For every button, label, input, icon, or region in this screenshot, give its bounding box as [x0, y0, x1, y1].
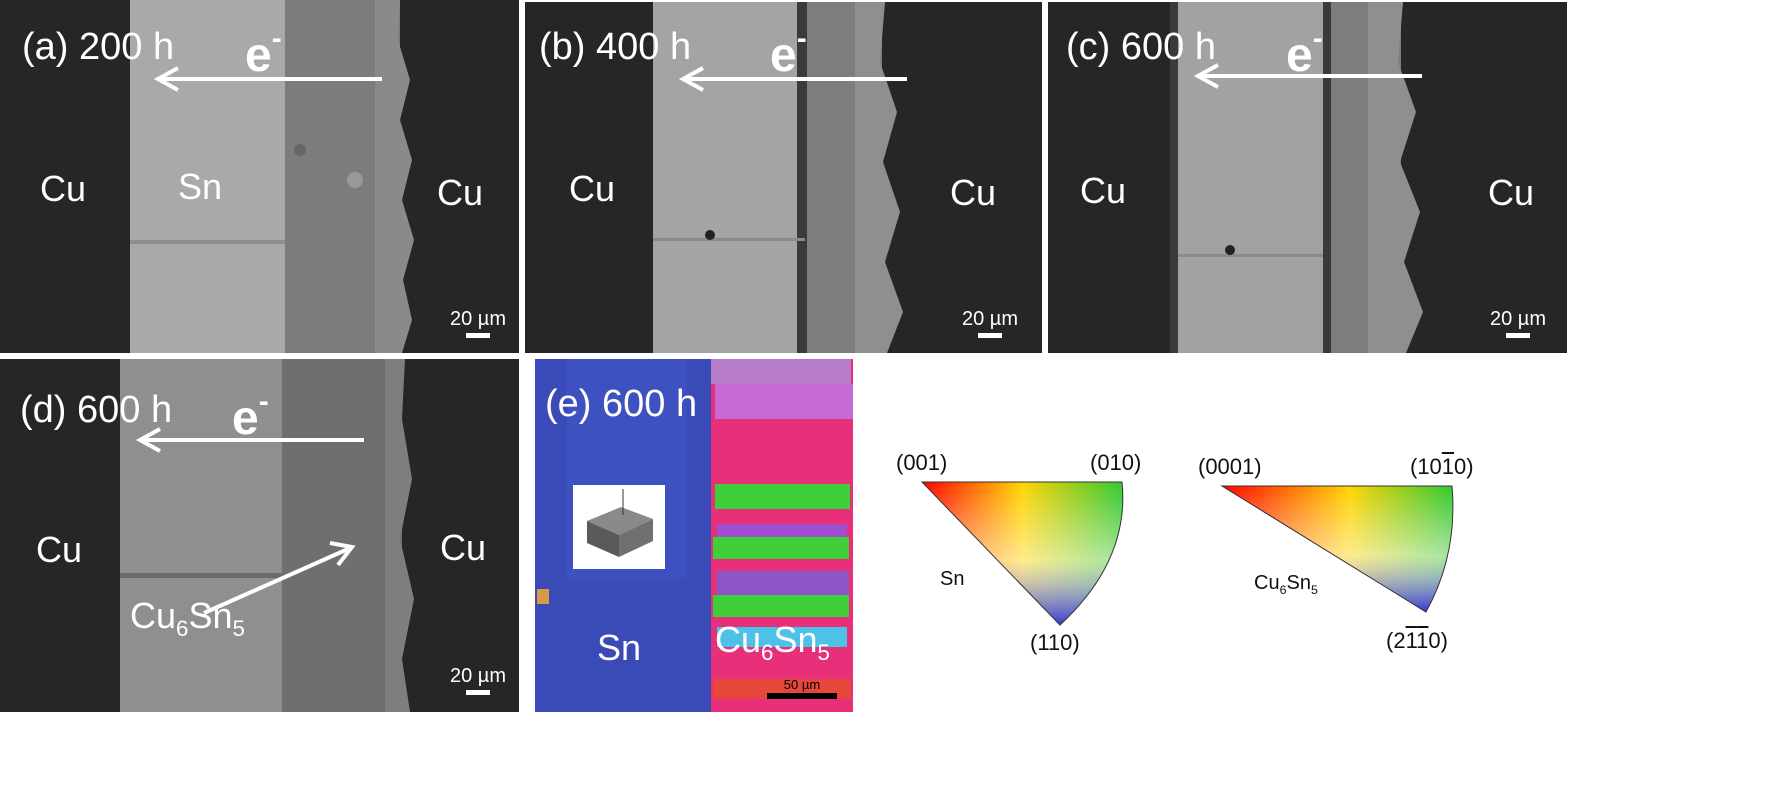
micrograph-a [0, 0, 519, 353]
ipf-triangle-sn [920, 481, 1124, 626]
electron-flow-arrow [678, 66, 907, 92]
label-cu-left: Cu [40, 168, 87, 209]
panel-title: (b) 400 h [539, 26, 692, 68]
panel-b: (b) 400 h e- Cu Cu 20 µm [525, 2, 1042, 353]
electron-flow-arrow [153, 66, 382, 92]
scale-bar: 20 µm [448, 665, 508, 695]
panel-title: (d) 600 h [20, 389, 173, 431]
ipf-sn-010: (010) [1090, 450, 1142, 475]
electron-label: e- [770, 22, 807, 82]
label-cu-right: Cu [437, 172, 484, 213]
ipf-legend-cu6sn5: (0001) (1010) (2110) Cu6Sn5 [1190, 440, 1510, 670]
scale-bar: 50 µm [767, 677, 837, 699]
ipf-sn-110: (110) [1030, 630, 1080, 655]
label-cu-left: Cu [569, 168, 616, 209]
panel-title: (e) 600 h [545, 383, 698, 425]
ipf-legend-sn: (001) (010) (110) Sn [890, 440, 1170, 670]
micrograph-d [0, 359, 519, 712]
panel-title: (a) 200 h [22, 26, 175, 68]
ipf-cu-10-10: (1010) [1410, 454, 1474, 479]
panel-a: (a) 200 h e- Cu Sn Cu 20 µm [0, 0, 519, 353]
label-sn: Sn [597, 627, 642, 668]
panel-d: (d) 600 h e- Cu Cu Cu6Sn5 20 µm [0, 359, 519, 712]
label-cu-right: Cu [950, 172, 997, 213]
panel-c: (c) 600 h e- Cu Cu 20 µm [1048, 2, 1567, 353]
crystal-orientation-inset [573, 485, 665, 569]
panel-title: (c) 600 h [1066, 26, 1216, 68]
label-sn: Sn [178, 166, 223, 207]
electron-flow-arrow [135, 427, 364, 453]
panel-e: (e) 600 h Sn Cu6Sn5 50 µm [527, 359, 860, 712]
label-cu6sn5: Cu6Sn5 [130, 595, 245, 642]
label-cu6sn5: Cu6Sn5 [715, 619, 830, 666]
electron-flow-arrow [1193, 63, 1422, 89]
ipf-sn-material: Sn [940, 568, 965, 590]
ipf-cu-0001: (0001) [1198, 454, 1262, 479]
ipf-triangle-cu6sn5 [1220, 485, 1454, 613]
micrograph-c [1048, 2, 1567, 353]
scale-bar: 20 µm [1488, 308, 1548, 338]
label-cu-left: Cu [36, 529, 83, 570]
ipf-cu-2-1-10: (2110) [1386, 628, 1448, 653]
scale-bar: 20 µm [960, 308, 1020, 338]
label-cu-right: Cu [1488, 172, 1535, 213]
imc-pointer-arrow [203, 541, 356, 615]
electron-label: e- [245, 22, 282, 82]
electron-label: e- [1286, 22, 1323, 82]
ipf-cu6sn5-material: Cu6Sn5 [1254, 572, 1318, 597]
scale-bar: 20 µm [448, 308, 508, 338]
micrograph-b [525, 2, 1042, 353]
label-cu-right: Cu [440, 527, 487, 568]
ipf-sn-001: (001) [896, 450, 948, 475]
electron-label: e- [232, 385, 269, 445]
label-cu-left: Cu [1080, 170, 1127, 211]
